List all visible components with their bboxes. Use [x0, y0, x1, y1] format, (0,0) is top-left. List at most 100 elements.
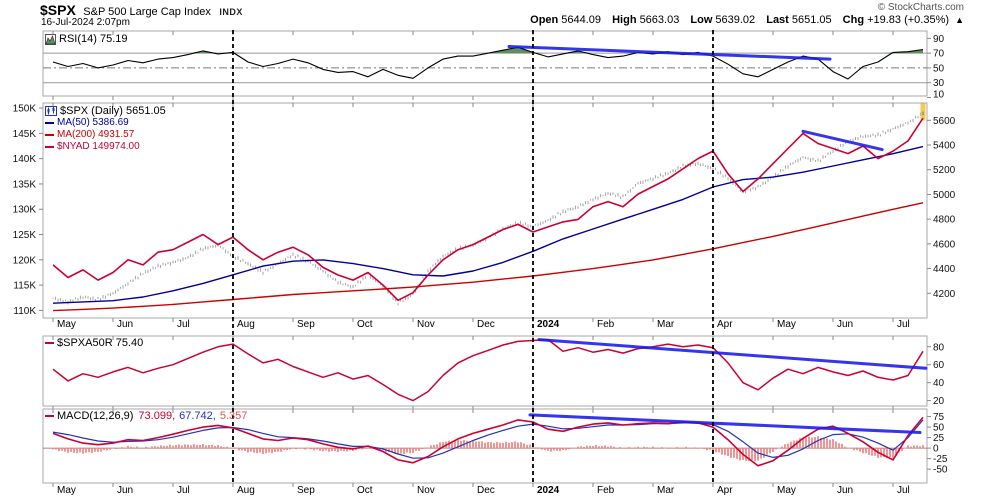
spxa50r-legend-label: $SPXA50R 75.40 — [57, 337, 144, 349]
axis-tick-label: 5000 — [933, 190, 956, 201]
ma50-legend-label: MA(50) 5386.69 — [57, 117, 129, 128]
x-axis-month-label: Mar — [657, 485, 675, 496]
axis-tick-label: 5400 — [933, 141, 956, 152]
axis-tick-label: 135K — [13, 179, 37, 190]
ma200-line-swatch — [45, 134, 54, 136]
symbol-name: S&P 500 Large Cap Index — [83, 6, 211, 18]
trendline — [528, 413, 922, 435]
high-value: 5663.03 — [639, 14, 680, 26]
axis-tick-label: 4400 — [933, 264, 956, 275]
chg-label: Chg — [842, 14, 865, 26]
x-axis-month-label: Jul — [177, 319, 190, 330]
high-label: High — [612, 14, 637, 26]
axis-tick-label: 30 — [933, 78, 945, 89]
axis-tick-label: 10 — [933, 90, 945, 101]
axis-tick-label: 145K — [13, 129, 37, 140]
chart-datetime: 16-Jul-2024 2:07pm — [41, 17, 130, 28]
chart-title: $SPX S&P 500 Large Cap Index INDX — [40, 2, 243, 20]
axis-tick-label: 4800 — [933, 215, 956, 226]
price-legend: $SPX (Daily) 5651.05 MA(50) 5386.69 MA(2… — [45, 105, 166, 153]
x-axis-month-label: Dec — [477, 485, 495, 496]
x-axis-month-label: Nov — [417, 485, 435, 496]
nyad-line-swatch — [45, 146, 54, 148]
macd-value: 73.099, — [138, 410, 176, 422]
axis-tick-label: 60 — [933, 360, 945, 371]
x-axis-month-label: Oct — [357, 319, 373, 330]
trendline — [537, 338, 928, 370]
axis-tick-label: 25 — [933, 433, 945, 444]
x-axis-bottom: May Jun Jul Aug Sep Oct Nov Dec 2024 Feb Mar Apr May… — [0, 485, 1000, 499]
x-axis-month-label: Mar — [657, 319, 675, 330]
x-axis-month-label: Jul — [177, 485, 190, 496]
axis-tick-label: 4200 — [933, 289, 956, 300]
axis-tick-label: 40 — [933, 378, 945, 389]
area-chart-icon — [45, 33, 56, 45]
candlestick-icon — [45, 106, 57, 116]
x-axis-month-label: Apr — [717, 319, 733, 330]
axis-tick-label: 75 — [933, 412, 945, 423]
x-axis-month-label: Jun — [117, 485, 134, 496]
exchange-label: INDX — [219, 7, 243, 17]
up-arrow-icon: ▲ — [955, 15, 964, 25]
quote-bar: Open 5644.09 High 5663.03 Low 5639.02 Last 5… — [530, 14, 964, 26]
x-axis-month-label: Jun — [837, 485, 854, 496]
axis-tick-label: 140K — [13, 154, 37, 165]
x-axis-month-label: May — [57, 319, 76, 330]
macd-histogram — [52, 436, 924, 462]
low-label: Low — [690, 14, 713, 26]
axis-tick-label: 5200 — [933, 165, 956, 176]
x-axis-month-label: 2024 — [537, 319, 560, 330]
stockcharts-credit: © StockCharts.com — [877, 2, 964, 13]
axis-tick-label: 70 — [933, 49, 945, 60]
macd-legend-label: MACD(12,26,9) — [57, 410, 134, 422]
x-axis-month-label: Oct — [357, 485, 373, 496]
axis-tick-label: 125K — [13, 230, 37, 241]
ma200-legend-label: MA(200) 4931.57 — [57, 129, 135, 140]
ma50-line-swatch — [45, 122, 54, 124]
axis-tick-label: -50 — [933, 465, 948, 476]
axis-tick-label: 50 — [933, 63, 945, 74]
axis-tick-label: 80 — [933, 342, 945, 353]
axis-tick-label: 130K — [13, 205, 37, 216]
spxa50r-legend: $SPXA50R 75.40 — [45, 337, 143, 349]
axis-tick-label: 5600 — [933, 116, 956, 127]
x-axis-top: May Jun Jul Aug Sep Oct Nov Dec 2024 Feb Mar Apr May… — [0, 319, 1000, 333]
x-axis-month-label: Dec — [477, 319, 495, 330]
x-axis-month-label: Aug — [237, 485, 255, 496]
x-axis-month-label: Jul — [897, 485, 910, 496]
chg-value: +19.83 (+0.35%) — [867, 14, 950, 26]
low-value: 5639.02 — [715, 14, 756, 26]
x-axis-month-label: Aug — [237, 319, 255, 330]
x-axis-month-label: Jun — [837, 319, 854, 330]
x-axis-month-label: Sep — [297, 485, 315, 496]
axis-tick-label: 20 — [933, 396, 945, 407]
axis-tick-label: 115K — [13, 281, 36, 292]
x-axis-month-label: Feb — [597, 319, 615, 330]
last-label: Last — [766, 14, 789, 26]
axis-tick-label: 4600 — [933, 239, 956, 250]
trendline — [507, 45, 832, 61]
axis-tick-label: 50 — [933, 423, 945, 434]
axis-tick-label: 0 — [933, 444, 939, 455]
x-axis-month-label: Apr — [717, 485, 733, 496]
last-value: 5651.05 — [791, 14, 832, 26]
x-axis-month-label: 2024 — [537, 485, 560, 496]
x-axis-month-label: Feb — [597, 485, 615, 496]
spxa50r-line-swatch — [45, 342, 54, 344]
macd-line-swatch — [45, 415, 54, 417]
macd-legend: MACD(12,26,9) 73.099, 67.742, 5.357 — [45, 410, 247, 422]
x-axis-month-label: Jul — [897, 319, 910, 330]
axis-tick-label: 110K — [13, 306, 36, 317]
axis-tick-label: 150K — [13, 104, 37, 115]
x-axis-month-label: May — [57, 485, 76, 496]
symbol-label: $SPX — [40, 2, 76, 18]
open-value: 5644.09 — [561, 14, 602, 26]
x-axis-month-label: May — [777, 485, 796, 496]
macd-hist-value: 5.357 — [219, 410, 248, 422]
open-label: Open — [530, 14, 559, 26]
axis-tick-label: -25 — [933, 454, 948, 465]
spx-legend-label: $SPX (Daily) 5651.05 — [60, 105, 166, 117]
axis-tick-label: 90 — [933, 34, 945, 45]
